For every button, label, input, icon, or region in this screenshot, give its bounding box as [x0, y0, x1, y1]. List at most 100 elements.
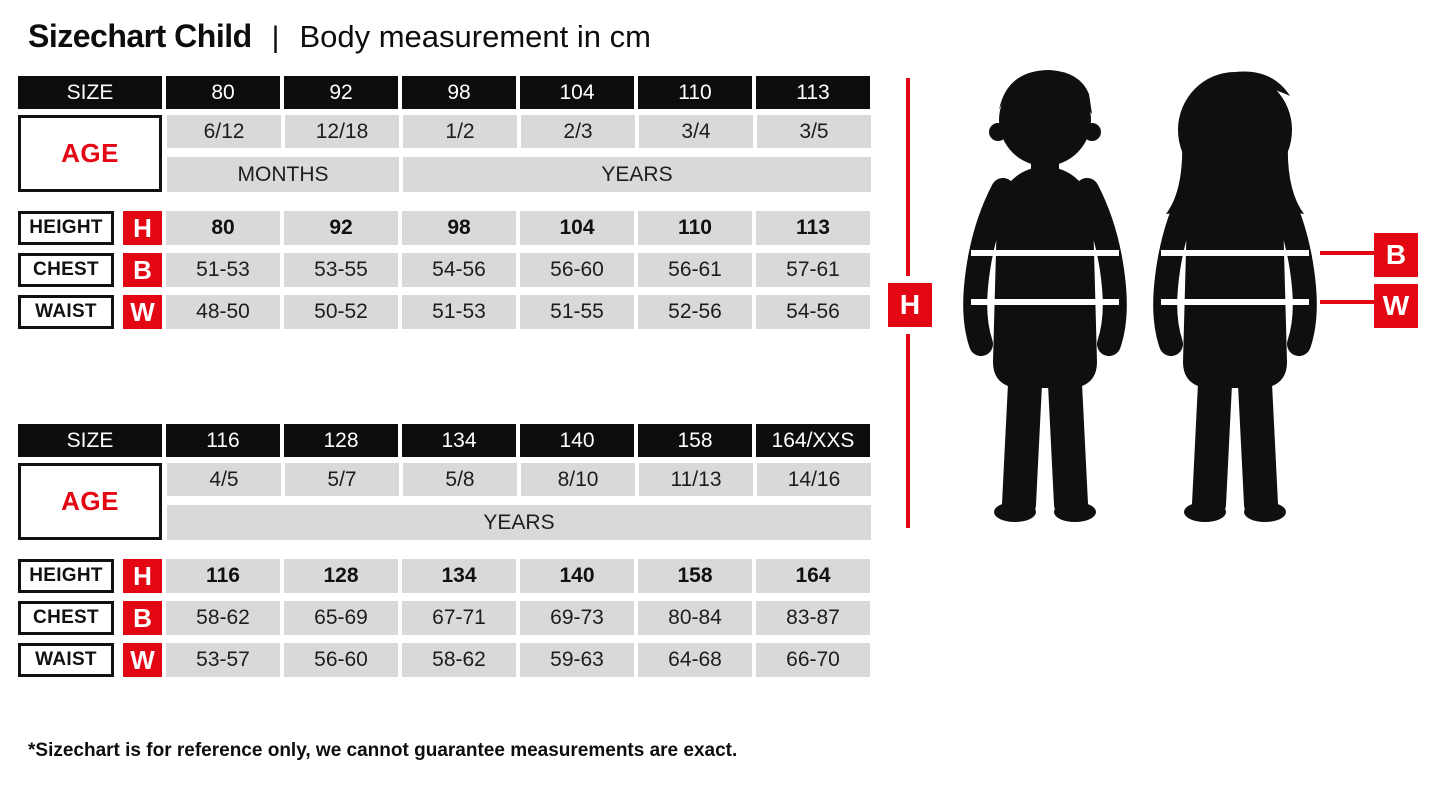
height-value: 104: [520, 211, 634, 245]
measurement-rows: HEIGHT H 116 128 134 140 158 164 CHEST B…: [18, 559, 870, 677]
waist-measure-line: [1320, 300, 1374, 304]
age-value: 1/2: [403, 115, 517, 148]
chest-value: 57-61: [756, 253, 870, 287]
chest-label-cell: CHEST B: [18, 601, 162, 635]
age-values-row: 4/5 5/7 5/8 8/10 11/13 14/16: [167, 463, 871, 496]
boy-silhouette-icon: [963, 70, 1127, 522]
age-value: 5/7: [285, 463, 399, 496]
chest-value: 58-62: [166, 601, 280, 635]
waist-label: WAIST: [18, 295, 114, 329]
height-measure-line-bottom: [906, 334, 910, 528]
measurement-rows: HEIGHT H 80 92 98 104 110 113 CHEST B 51…: [18, 211, 870, 329]
waist-value: 64-68: [638, 643, 752, 677]
age-value: 12/18: [285, 115, 399, 148]
waist-row: WAIST W 48-50 50-52 51-53 51-55 52-56 54…: [18, 295, 870, 329]
waist-tag: W: [1374, 284, 1418, 328]
age-units-row: YEARS: [167, 505, 871, 540]
size-value: 113: [756, 76, 870, 109]
height-label-cell: HEIGHT H: [18, 559, 162, 593]
age-value: 5/8: [403, 463, 517, 496]
height-value: 98: [402, 211, 516, 245]
sizechart-table-small: SIZE 80 92 98 104 110 113 AGE 6/12 12/18…: [18, 76, 871, 329]
header: Sizechart Child | Body measurement in cm: [28, 18, 651, 55]
waist-value: 59-63: [520, 643, 634, 677]
size-value: 140: [520, 424, 634, 457]
chest-value: 54-56: [402, 253, 516, 287]
height-value: 113: [756, 211, 870, 245]
age-block: AGE 4/5 5/7 5/8 8/10 11/13 14/16 YEARS: [18, 463, 871, 540]
height-letter-badge: H: [123, 211, 162, 245]
size-label: SIZE: [18, 76, 162, 109]
height-measure-line-top: [906, 78, 910, 276]
size-value: 158: [638, 424, 752, 457]
age-label: AGE: [18, 115, 162, 192]
chest-value: 67-71: [402, 601, 516, 635]
age-unit-years: YEARS: [403, 157, 871, 192]
chest-value: 56-61: [638, 253, 752, 287]
height-row: HEIGHT H 80 92 98 104 110 113: [18, 211, 870, 245]
size-value: 134: [402, 424, 516, 457]
age-value: 11/13: [639, 463, 753, 496]
height-label-cell: HEIGHT H: [18, 211, 162, 245]
age-value: 3/5: [757, 115, 871, 148]
waist-value: 66-70: [756, 643, 870, 677]
age-units-row: MONTHS YEARS: [167, 157, 871, 192]
age-value: 8/10: [521, 463, 635, 496]
chest-label: CHEST: [18, 601, 114, 635]
chest-measure-line: [1320, 251, 1374, 255]
age-value: 4/5: [167, 463, 281, 496]
waist-value: 48-50: [166, 295, 280, 329]
chest-letter-badge: B: [123, 253, 162, 287]
height-tag: H: [888, 283, 932, 327]
chest-value: 69-73: [520, 601, 634, 635]
height-letter-badge: H: [123, 559, 162, 593]
chest-row: CHEST B 51-53 53-55 54-56 56-60 56-61 57…: [18, 253, 870, 287]
waist-letter-badge: W: [123, 295, 162, 329]
waist-value: 51-55: [520, 295, 634, 329]
size-value: 128: [284, 424, 398, 457]
age-block: AGE 6/12 12/18 1/2 2/3 3/4 3/5 MONTHS YE…: [18, 115, 871, 192]
height-label: HEIGHT: [18, 559, 114, 593]
chest-value: 83-87: [756, 601, 870, 635]
page-title: Sizechart Child: [28, 18, 252, 54]
height-value: 92: [284, 211, 398, 245]
waist-label: WAIST: [18, 643, 114, 677]
size-label: SIZE: [18, 424, 162, 457]
chest-value: 65-69: [284, 601, 398, 635]
size-value: 164/XXS: [756, 424, 870, 457]
size-header-row: SIZE 80 92 98 104 110 113: [18, 76, 870, 109]
size-value: 116: [166, 424, 280, 457]
waist-value: 52-56: [638, 295, 752, 329]
size-header-row: SIZE 116 128 134 140 158 164/XXS: [18, 424, 870, 457]
height-value: 164: [756, 559, 870, 593]
girl-silhouette-icon: [1153, 71, 1317, 522]
height-value: 158: [638, 559, 752, 593]
disclaimer-note: *Sizechart is for reference only, we can…: [28, 740, 738, 761]
height-value: 134: [402, 559, 516, 593]
waist-label-cell: WAIST W: [18, 643, 162, 677]
height-row: HEIGHT H 116 128 134 140 158 164: [18, 559, 870, 593]
waist-value: 50-52: [284, 295, 398, 329]
age-unit-years: YEARS: [167, 505, 871, 540]
size-value: 98: [402, 76, 516, 109]
chest-value: 51-53: [166, 253, 280, 287]
waist-value: 53-57: [166, 643, 280, 677]
age-unit-months: MONTHS: [167, 157, 399, 192]
sizechart-table-large: SIZE 116 128 134 140 158 164/XXS AGE 4/5…: [18, 424, 871, 677]
age-value: 3/4: [639, 115, 753, 148]
page-subtitle: Body measurement in cm: [299, 19, 651, 54]
height-label: HEIGHT: [18, 211, 114, 245]
height-value: 80: [166, 211, 280, 245]
title-separator: |: [271, 21, 280, 54]
height-value: 128: [284, 559, 398, 593]
waist-value: 58-62: [402, 643, 516, 677]
chest-value: 80-84: [638, 601, 752, 635]
chest-label: CHEST: [18, 253, 114, 287]
waist-row: WAIST W 53-57 56-60 58-62 59-63 64-68 66…: [18, 643, 870, 677]
chest-letter-badge: B: [123, 601, 162, 635]
size-value: 104: [520, 76, 634, 109]
chest-row: CHEST B 58-62 65-69 67-71 69-73 80-84 83…: [18, 601, 870, 635]
height-value: 140: [520, 559, 634, 593]
waist-value: 56-60: [284, 643, 398, 677]
